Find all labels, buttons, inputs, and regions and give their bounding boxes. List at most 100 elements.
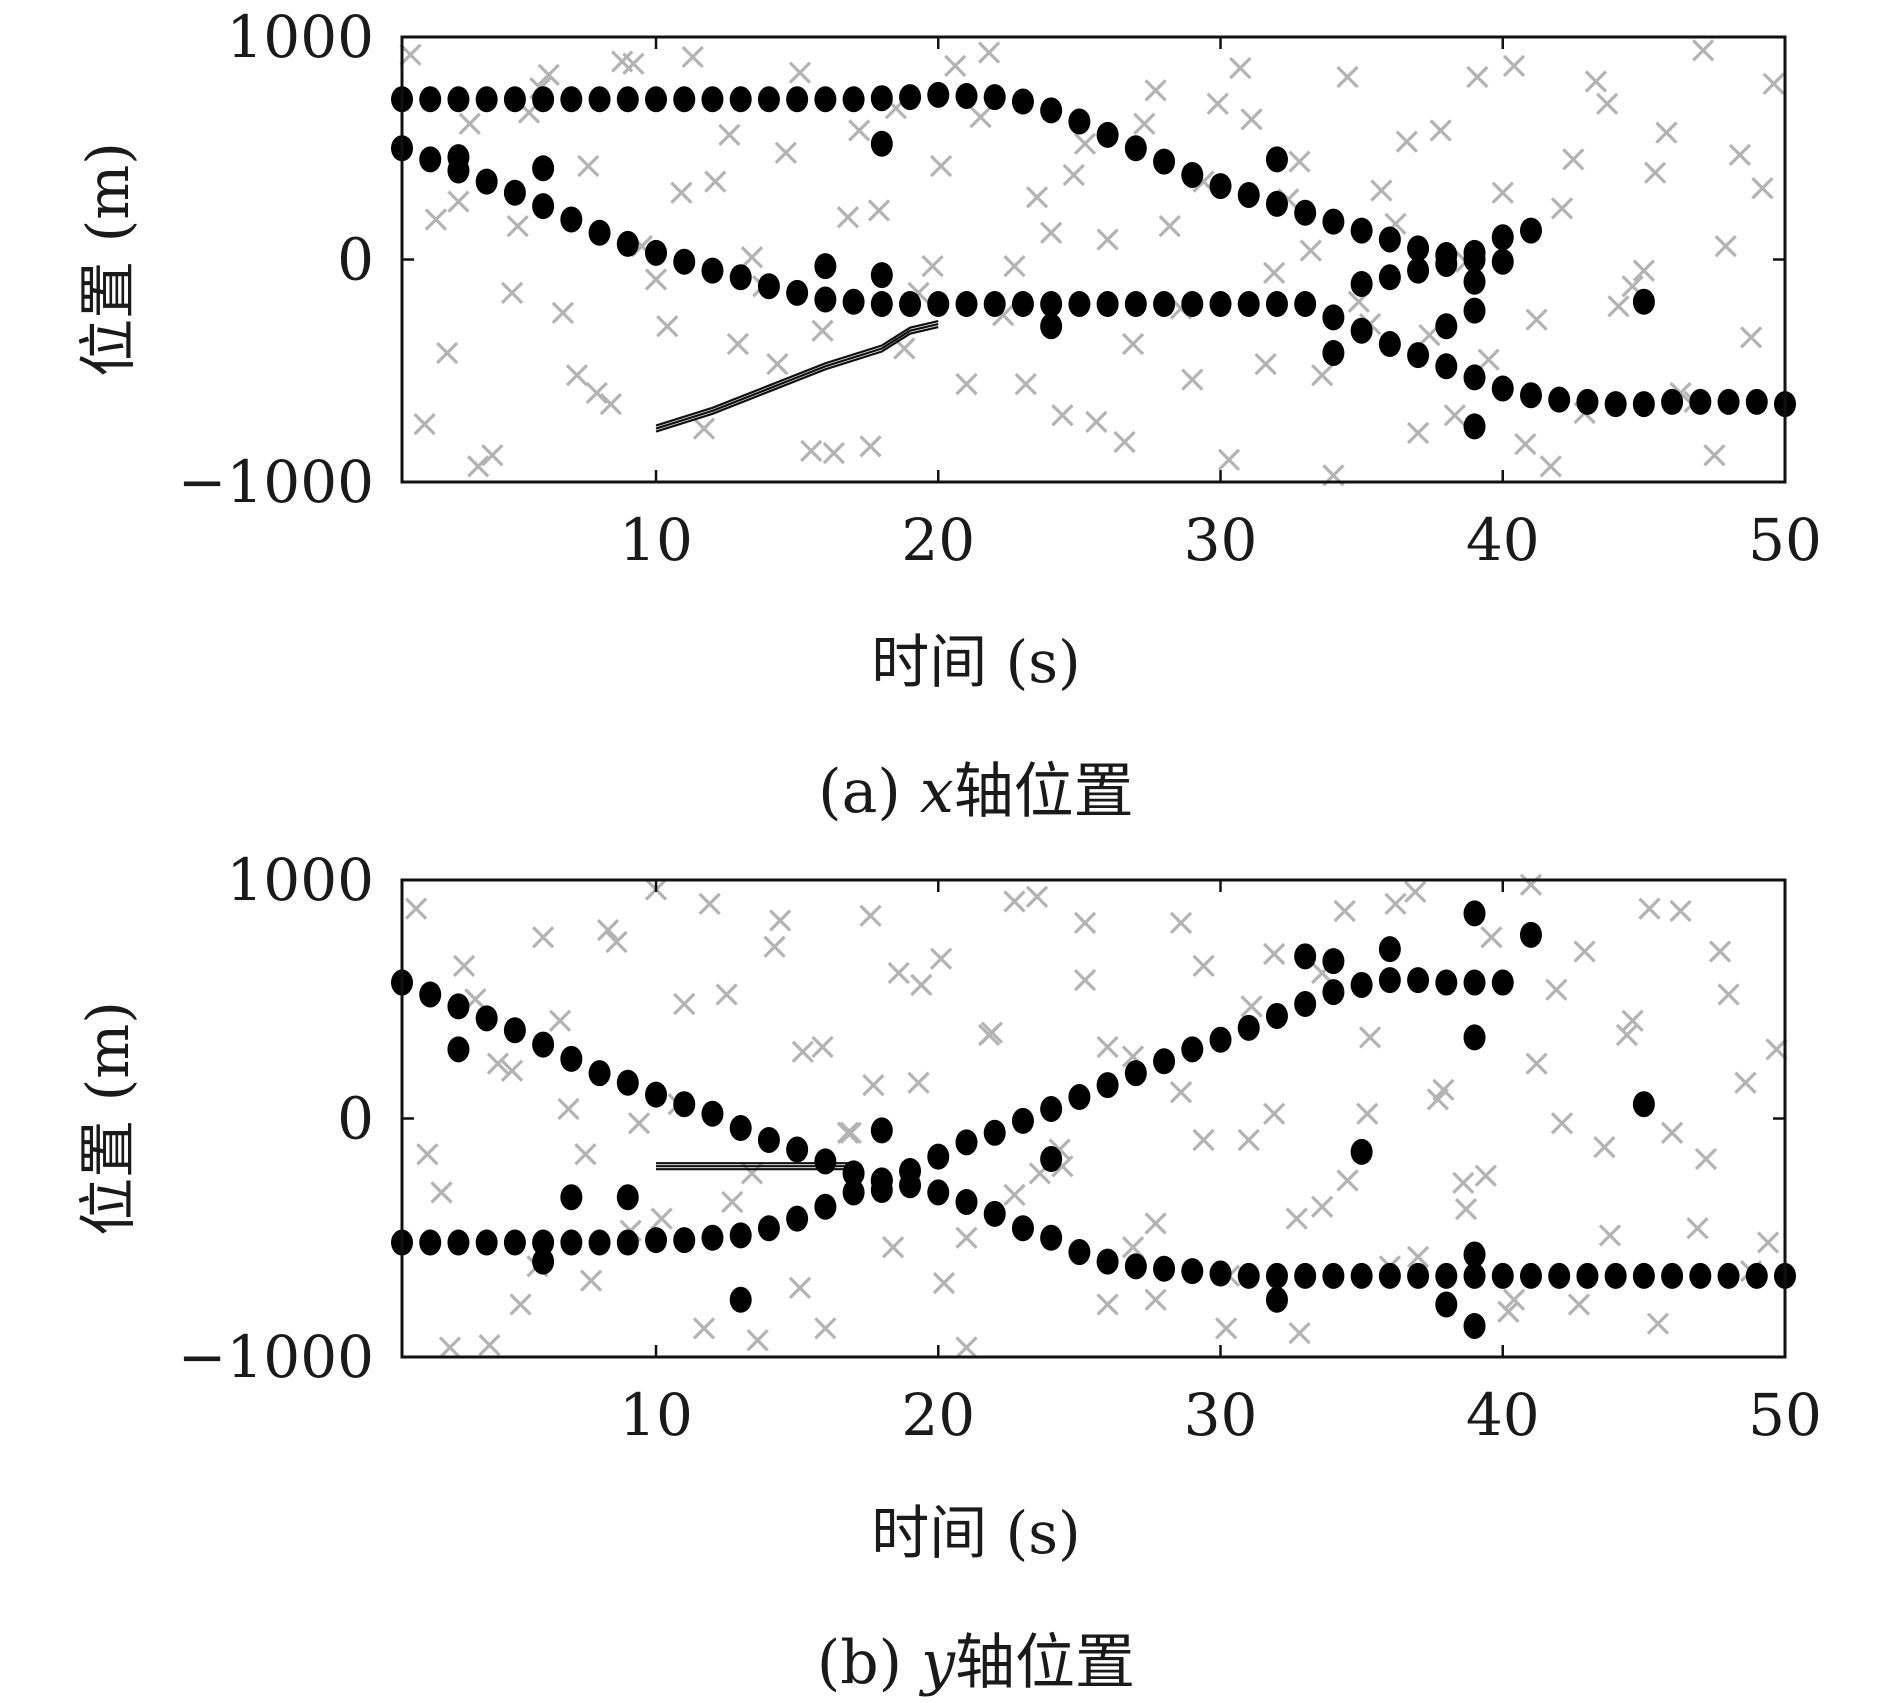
clutter-mark: [980, 1021, 1004, 1044]
measurement-point: [729, 86, 752, 113]
clutter-mark: [1562, 148, 1585, 171]
clutter-mark: [1158, 214, 1181, 238]
clutter-mark: [1739, 326, 1763, 349]
clutter-mark: [436, 341, 459, 365]
measurement-point: [1491, 375, 1514, 402]
measurement-point: [786, 1136, 809, 1163]
measurement-point: [1463, 413, 1486, 440]
clutter-mark: [1703, 444, 1726, 467]
measurement-point: [616, 86, 639, 113]
measurement-point: [786, 279, 809, 306]
measurement-point: [899, 291, 922, 317]
clutter-mark: [1014, 372, 1037, 396]
clutter-mark: [1404, 880, 1427, 904]
measurement-point: [1717, 388, 1740, 415]
clutter-mark: [1356, 1102, 1379, 1125]
clutter-mark: [1477, 348, 1500, 371]
panel-caption: (a) x轴位置: [818, 757, 1134, 827]
clutter-mark: [1237, 1128, 1260, 1152]
measurement-point: [1294, 943, 1317, 970]
clutter-mark: [1607, 295, 1630, 318]
clutter-mark: [1406, 1245, 1430, 1268]
clutter-mark: [486, 1052, 510, 1075]
measurement-point: [560, 206, 583, 233]
measurement-point: [729, 1286, 752, 1313]
measurement-point: [1632, 1262, 1655, 1289]
measurement-point: [1632, 391, 1655, 418]
measurement-point: [503, 179, 526, 206]
measurement-point: [842, 288, 865, 315]
measurement-point: [532, 193, 555, 220]
clutter-mark: [509, 1293, 532, 1316]
clutter-mark: [1525, 1052, 1548, 1075]
measurement-point: [503, 1229, 526, 1256]
measurement-point: [955, 1129, 978, 1156]
measurement-point: [1491, 969, 1514, 996]
clutter-mark: [811, 1035, 834, 1059]
clutter-mark: [670, 181, 693, 204]
measurement-point: [1322, 208, 1345, 235]
clutter-mark: [881, 1236, 905, 1259]
clutter-mark: [1751, 177, 1774, 200]
measurement-point: [1153, 1048, 1176, 1075]
measurement-point: [1011, 88, 1034, 115]
panel-caption: (b) y轴位置: [817, 1628, 1135, 1698]
x-tick-label: 40: [1466, 1381, 1540, 1449]
clutter-mark: [1062, 163, 1085, 187]
measurement-point: [1181, 161, 1204, 188]
clutter-mark: [467, 455, 490, 478]
measurement-point: [842, 1179, 865, 1206]
measurement-point: [1322, 304, 1345, 331]
clutter-mark: [692, 417, 716, 440]
clutter-mark: [1240, 995, 1263, 1018]
clutter-mark: [1040, 221, 1063, 244]
measurement-point: [1068, 108, 1091, 135]
clutter-mark: [1454, 1197, 1478, 1221]
clutter-mark: [1632, 259, 1656, 282]
measurement-point: [1322, 948, 1345, 975]
measurement-point: [1576, 388, 1599, 415]
clutter-mark: [1144, 1212, 1167, 1235]
clutter-mark: [452, 954, 476, 977]
clutter-mark: [1502, 54, 1526, 78]
tick-layer: 10 20 30 40 50 −1000 0 1000: [178, 3, 1822, 574]
clutter-mark: [921, 255, 944, 278]
clutter-mark: [1133, 112, 1156, 135]
measurement-point: [1378, 331, 1401, 358]
clutter-mark: [715, 983, 738, 1006]
clutter-mark: [1384, 892, 1407, 915]
clutter-mark: [1646, 1312, 1670, 1335]
measurement-point: [1604, 1262, 1627, 1289]
clutter-mark: [910, 973, 933, 997]
x-axis-label: 时间 (s): [871, 628, 1080, 696]
x-tick-label: 30: [1184, 1381, 1258, 1449]
measurement-point: [814, 1193, 837, 1220]
measurement-point: [1435, 250, 1458, 277]
clutter-mark: [1370, 179, 1393, 202]
clutter-mark: [1113, 430, 1136, 454]
measurement-point: [1350, 317, 1373, 344]
y-axis-label: 位置 (m): [74, 1001, 142, 1236]
clutter-mark: [413, 413, 436, 436]
measurement-point: [1153, 291, 1176, 317]
measurement-point: [447, 144, 470, 171]
measurement-point: [870, 1117, 893, 1144]
measurement-point: [757, 273, 780, 300]
clutter-mark: [1669, 899, 1692, 923]
clutter-mark: [1229, 57, 1252, 80]
clutter-mark: [1550, 1112, 1574, 1135]
clutter-mark: [1660, 1121, 1684, 1144]
measurement-point: [701, 86, 724, 113]
clutter-mark: [673, 992, 696, 1016]
measurement-point: [870, 1177, 893, 1204]
clutter-mark: [1144, 1288, 1167, 1311]
measurement-point: [419, 146, 442, 173]
measurement-point: [1435, 313, 1458, 340]
measurement-point: [927, 81, 950, 108]
clutter-mark: [1310, 1195, 1334, 1218]
clutter-mark: [1003, 1183, 1026, 1206]
clutter-mark: [438, 1336, 462, 1359]
measurement-point: [1435, 1291, 1458, 1318]
measurement-point: [1350, 270, 1373, 297]
